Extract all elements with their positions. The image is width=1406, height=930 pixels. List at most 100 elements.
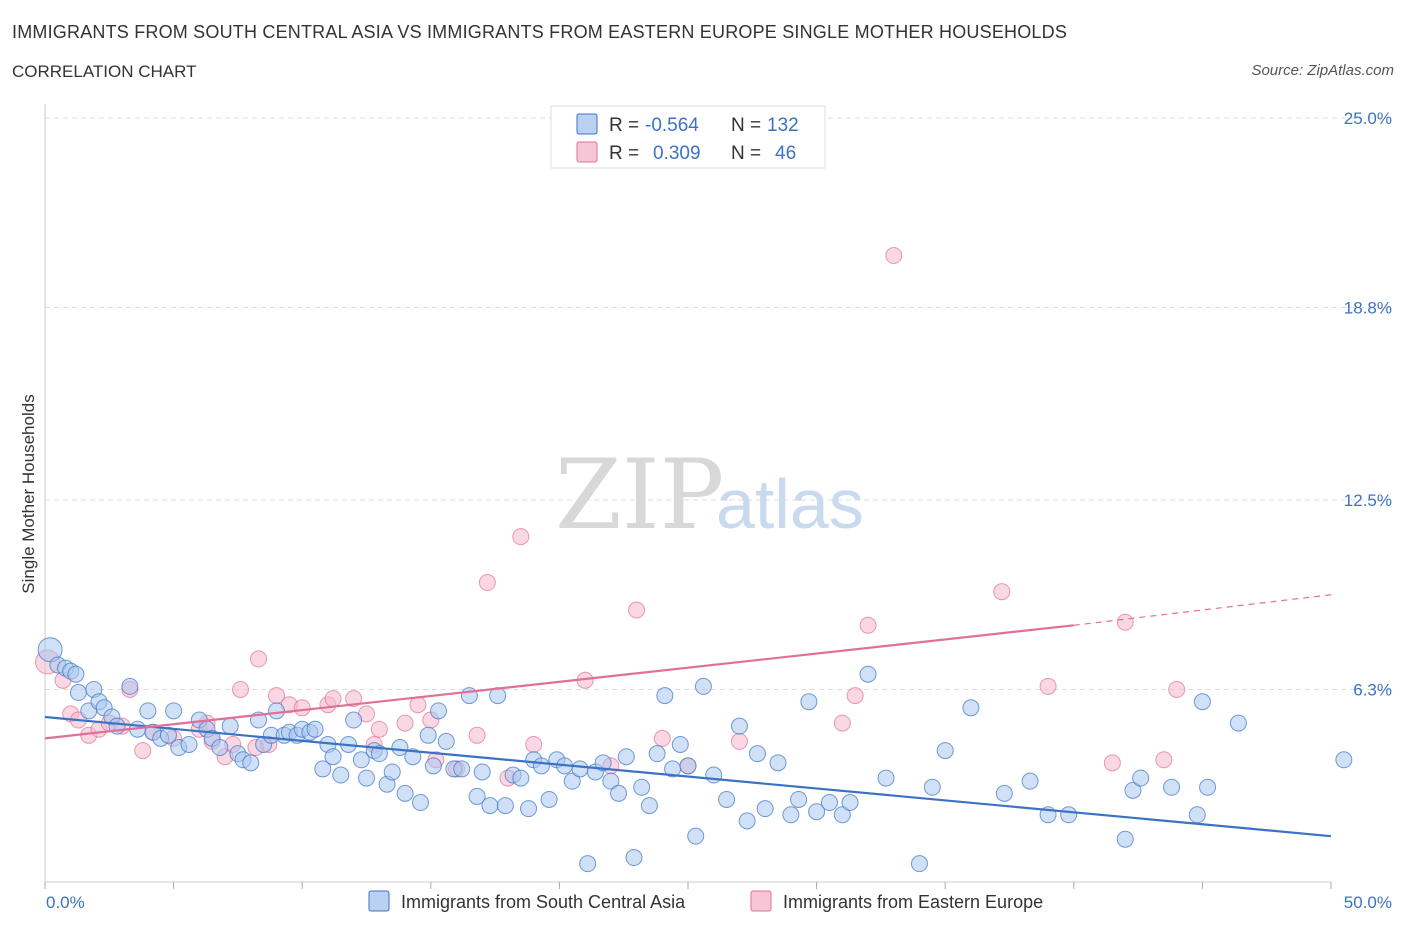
data-point (1229, 714, 1247, 732)
data-point (671, 735, 689, 753)
data-point (430, 702, 448, 720)
data-point (1335, 751, 1353, 769)
data-point (687, 827, 705, 845)
data-point (370, 745, 388, 763)
data-point (1132, 769, 1150, 787)
data-point (345, 690, 363, 708)
data-point (478, 574, 496, 592)
data-point (512, 769, 530, 787)
data-point (1188, 806, 1206, 824)
legend-swatch-pink (576, 141, 598, 163)
data-point (525, 735, 543, 753)
y-tick-label: 18.8% (1344, 298, 1392, 317)
data-point (1155, 751, 1173, 769)
chart-title: IMMIGRANTS FROM SOUTH CENTRAL ASIA VS IM… (12, 22, 1068, 42)
trend-lines (44, 594, 1332, 838)
watermark: ZIP atlas (555, 439, 864, 551)
data-point (437, 732, 455, 750)
y-tick-label: 25.0% (1344, 109, 1392, 128)
bottom-legend-label-blue: Immigrants from South Central Asia (401, 892, 686, 912)
data-point (782, 806, 800, 824)
data-point (936, 742, 954, 760)
data-point (293, 699, 311, 717)
data-point (656, 687, 674, 705)
series-legend: Immigrants from South Central Asia Immig… (368, 890, 1043, 912)
data-point (1199, 778, 1217, 796)
legend-n-label-2: N = (731, 143, 761, 164)
data-point (121, 677, 139, 695)
data-point (1163, 778, 1181, 796)
data-point (705, 766, 723, 784)
data-point (679, 757, 697, 775)
data-point (453, 760, 471, 778)
data-point (738, 812, 756, 830)
data-point (1021, 772, 1039, 790)
tick-labels: 6.3% 12.5% 18.8% 25.0% 0.0% 50.0% (46, 109, 1392, 912)
data-point (345, 711, 363, 729)
data-point (67, 665, 85, 683)
data-point (520, 800, 538, 818)
data-point (1124, 781, 1142, 799)
data-point (460, 687, 478, 705)
chart-subtitle: CORRELATION CHART (12, 62, 197, 81)
bottom-legend-label-pink: Immigrants from Eastern Europe (783, 892, 1043, 912)
axes (44, 104, 1332, 889)
y-tick-label: 12.5% (1344, 491, 1392, 510)
data-point (833, 714, 851, 732)
data-point (424, 757, 442, 775)
data-point (242, 754, 260, 772)
data-point (211, 739, 229, 757)
data-point (1168, 680, 1186, 698)
data-point (159, 726, 177, 744)
data-point (648, 745, 666, 763)
data-point (396, 784, 414, 802)
legend-r-value-2: 0.309 (653, 143, 701, 164)
source-label: Source: ZipAtlas.com (1251, 62, 1394, 79)
data-point (628, 601, 646, 619)
data-point (730, 732, 748, 750)
data-point (496, 797, 514, 815)
watermark-zip: ZIP (555, 439, 724, 551)
data-point (231, 680, 249, 698)
data-point (221, 717, 239, 735)
data-point (540, 790, 558, 808)
data-point (625, 849, 643, 867)
data-point (419, 726, 437, 744)
data-point (995, 784, 1013, 802)
trend-line-pink-extension (1073, 594, 1332, 626)
legend-n-value-1: 132 (767, 115, 799, 136)
data-point (594, 754, 612, 772)
data-point (69, 684, 87, 702)
data-point (859, 665, 877, 683)
data-point (404, 748, 422, 766)
data-point (1116, 830, 1134, 848)
data-point (808, 803, 826, 821)
data-point (579, 855, 597, 873)
data-point (633, 778, 651, 796)
data-point (653, 729, 671, 747)
data-point (923, 778, 941, 796)
data-point (352, 751, 370, 769)
bottom-legend-swatch-blue (368, 890, 390, 912)
data-point (640, 797, 658, 815)
data-point (993, 583, 1011, 601)
data-point (324, 690, 342, 708)
data-point (962, 699, 980, 717)
trend-line-blue (44, 715, 1332, 838)
data-point (180, 735, 198, 753)
stats-legend: R = -0.564 N = 132 R = 0.309 N = 46 (550, 105, 826, 169)
data-point (134, 742, 152, 760)
series-south-central-asia (37, 637, 1353, 873)
legend-r-label-2: R = (609, 143, 639, 164)
legend-n-value-2: 46 (775, 143, 796, 164)
x-tick-label: 50.0% (1344, 893, 1392, 912)
data-point (512, 528, 530, 546)
data-point (769, 754, 787, 772)
data-point (563, 772, 581, 790)
legend-n-label-1: N = (731, 115, 761, 136)
data-point (800, 693, 818, 711)
legend-r-label-1: R = (609, 115, 639, 136)
data-point (391, 739, 409, 757)
data-point (332, 766, 350, 784)
